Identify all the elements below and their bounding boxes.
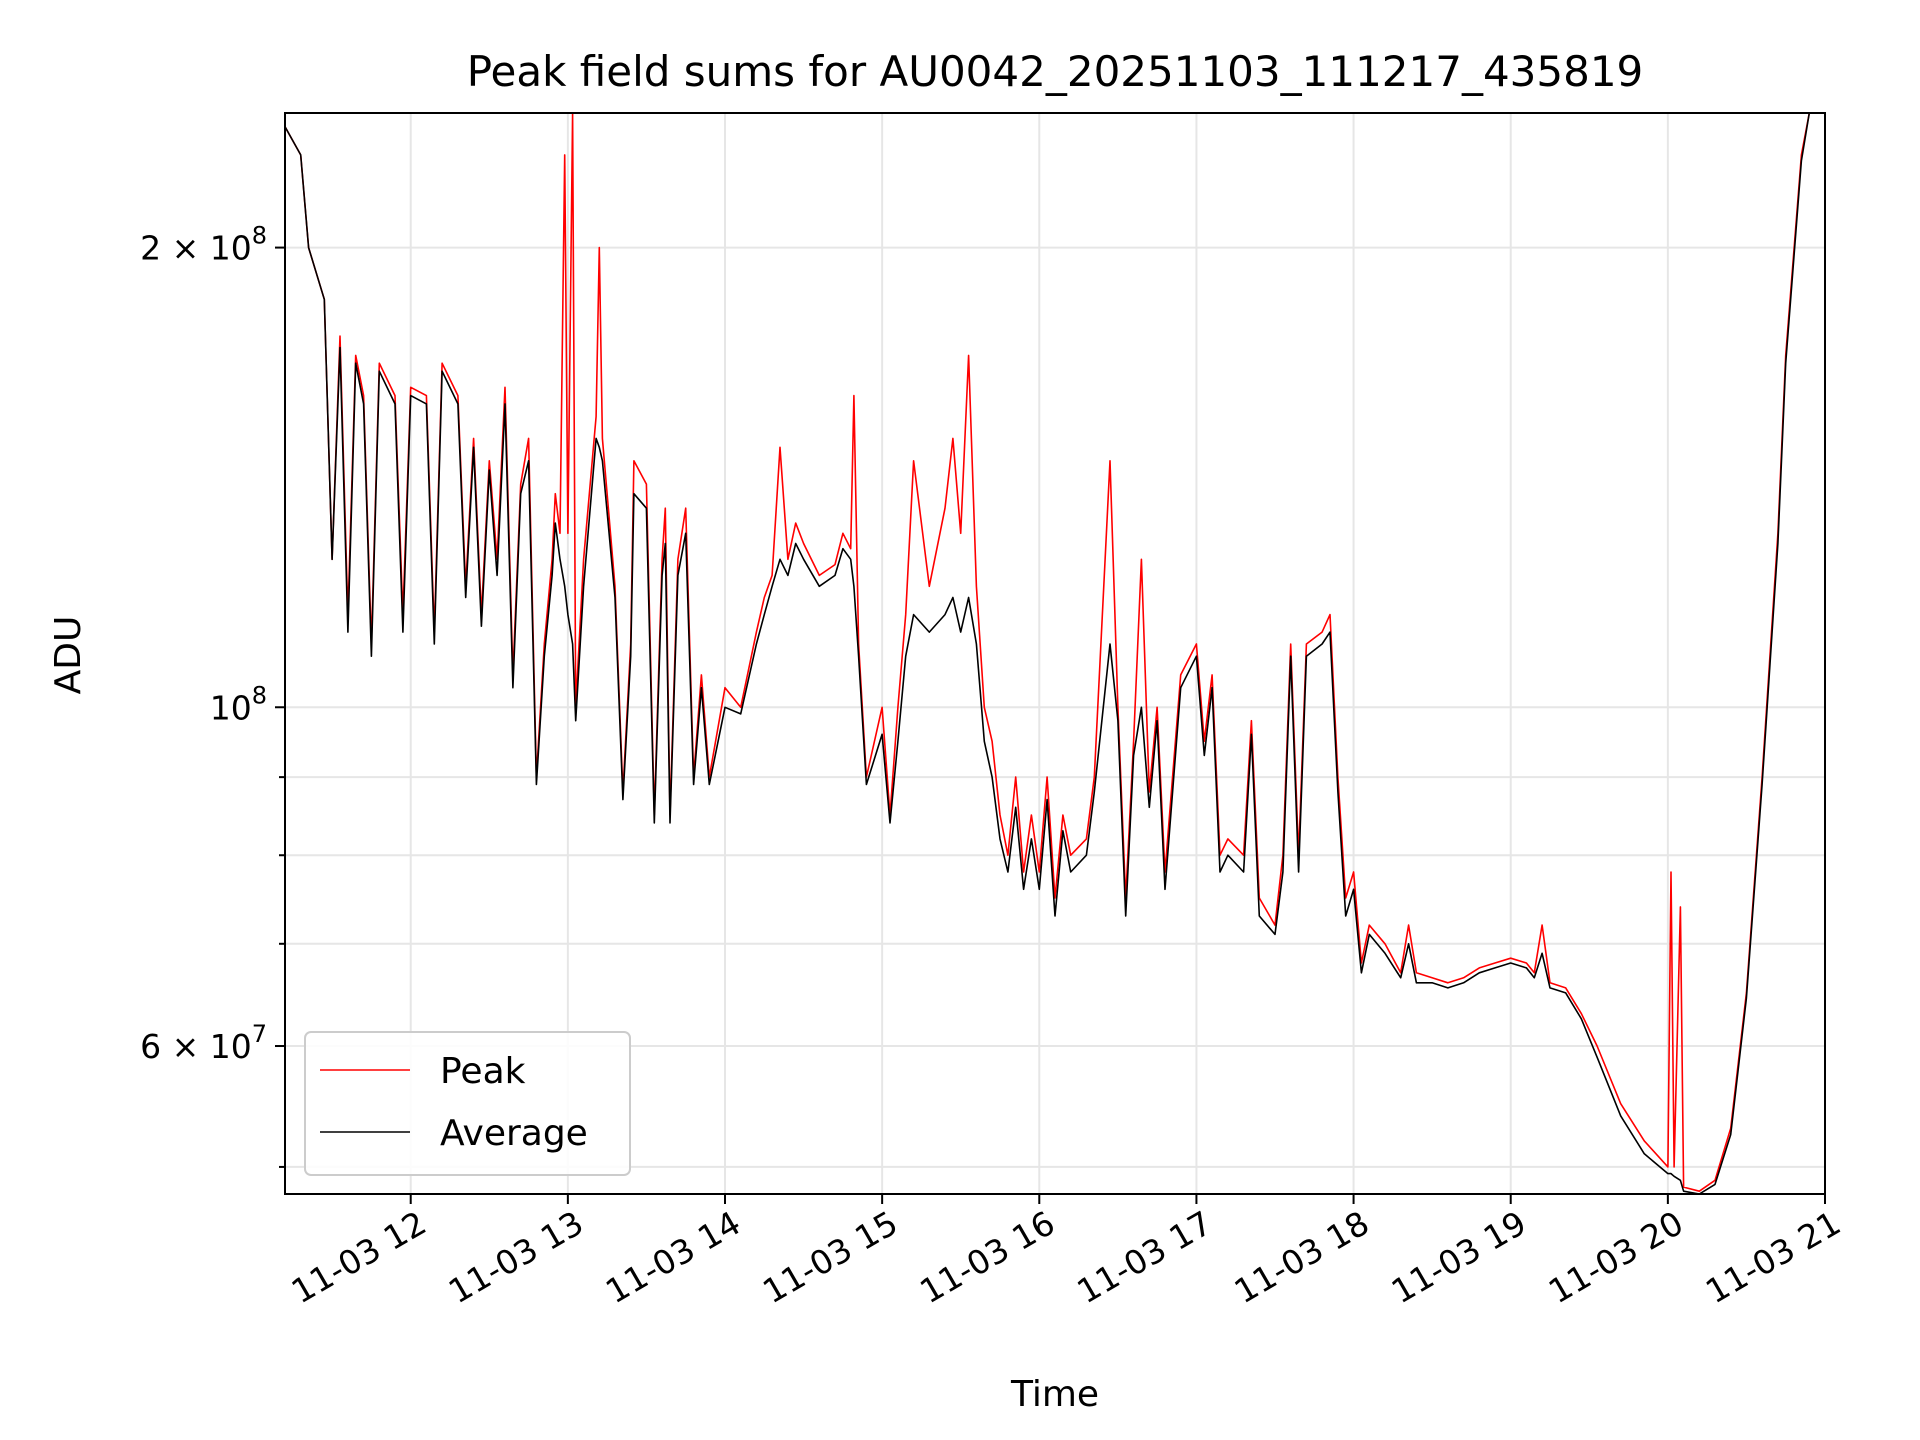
y-tick-label: 2 × 108	[140, 222, 267, 268]
y-tick-label: 6 × 107	[140, 1020, 267, 1066]
y-axis-label: ADU	[48, 616, 89, 695]
x-axis-label: Time	[1010, 1374, 1099, 1415]
series-line-average	[285, 113, 1825, 1194]
x-tick-label: 11-03 18	[1228, 1203, 1376, 1311]
x-tick-label: 11-03 21	[1699, 1203, 1847, 1311]
y-tick-label: 108	[210, 681, 267, 727]
x-tick-label: 11-03 20	[1542, 1203, 1690, 1311]
x-tick-label: 11-03 12	[285, 1203, 433, 1311]
x-tick-label: 11-03 16	[913, 1203, 1061, 1311]
legend-label-peak: Peak	[440, 1051, 526, 1092]
y-axis-ticks: 2 × 108 108 6 × 107	[140, 222, 285, 1168]
x-axis-ticks: 11-03 12 11-03 13 11-03 14 11-03 15 11-03 16…	[285, 1194, 1847, 1311]
legend: Peak Average	[304, 1031, 631, 1176]
x-tick-label: 11-03 19	[1385, 1203, 1533, 1311]
x-tick-label: 11-03 17	[1070, 1203, 1218, 1311]
legend-label-average: Average	[440, 1113, 588, 1154]
series-line-peak	[285, 113, 1825, 1192]
legend-box	[304, 1031, 631, 1176]
plot-frame	[284, 112, 1826, 1195]
chart-title: Peak field sums for AU0042_20251103_1112…	[467, 47, 1644, 96]
x-tick-label: 11-03 14	[599, 1203, 747, 1311]
series-lines	[285, 113, 1825, 1194]
x-tick-label: 11-03 15	[756, 1203, 904, 1311]
x-tick-label: 11-03 13	[442, 1203, 590, 1311]
